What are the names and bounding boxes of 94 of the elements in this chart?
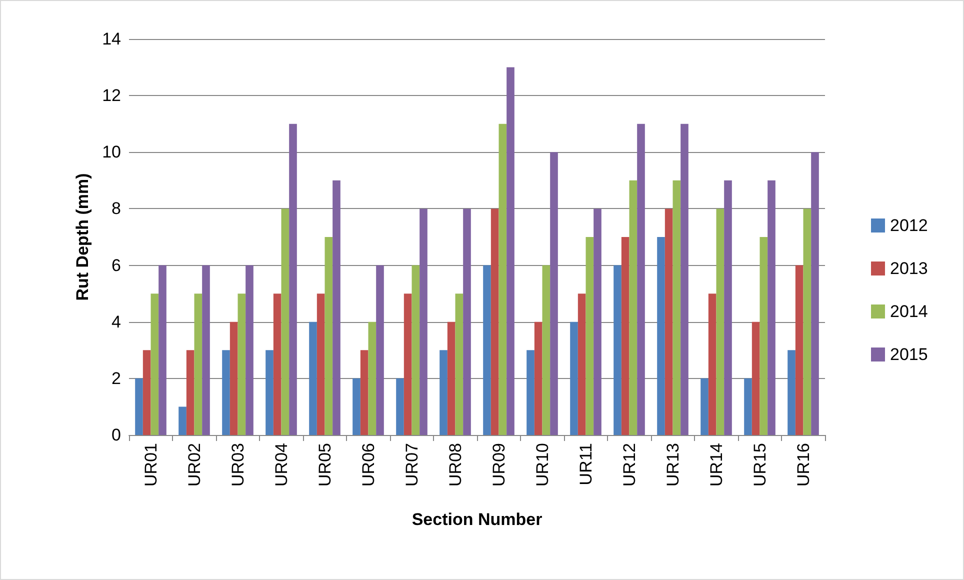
bar [447,322,456,435]
bar [483,265,491,435]
x-tick-label: UR06 [358,443,378,486]
x-axis-title: Section Number [412,510,543,529]
bar [273,294,282,435]
y-tick-label: 6 [112,256,121,275]
bar [803,208,812,435]
x-tick-label: UR12 [620,443,639,486]
bar [368,322,376,435]
bar [542,265,550,435]
x-tick-label: UR03 [228,443,248,486]
bar [657,237,665,435]
bar [222,350,230,435]
bar [440,350,448,435]
bar [266,350,274,435]
bar [708,294,716,435]
y-tick-label: 12 [102,86,121,106]
bar [281,208,290,435]
y-tick-label: 8 [112,199,121,218]
bar [490,208,499,435]
bar [724,180,732,435]
bar [360,350,368,435]
bar [752,322,760,435]
bar [135,378,143,435]
x-tick-label: UR11 [576,443,596,486]
bar [186,350,194,435]
bar [716,208,724,435]
bar [614,265,622,435]
bar [594,208,602,435]
bar [768,180,776,435]
bar [629,180,638,435]
bar [637,124,645,435]
x-tick-label: UR01 [141,443,160,486]
bar [570,322,578,435]
y-tick-label: 14 [102,30,121,48]
y-tick-label: 2 [112,368,121,388]
bar [158,265,166,435]
bar [178,406,186,435]
bar [396,378,404,435]
y-tick-label: 10 [102,142,121,162]
legend-label: 2014 [890,302,928,321]
bar [506,67,514,435]
y-tick-label: 4 [112,312,121,332]
x-tick-label: UR02 [184,443,204,486]
bar [664,208,673,435]
bar [700,378,708,435]
bar [621,237,630,435]
bar [534,322,542,435]
bar [142,350,151,435]
bar [404,294,412,435]
x-tick-label: UR10 [532,443,552,486]
bar [238,294,246,435]
legend-label: 2012 [890,216,928,235]
bar [289,124,297,435]
bar [150,294,159,435]
bar [498,124,507,435]
bar [455,294,464,435]
bar [194,294,202,435]
bar [463,208,471,435]
bar [246,265,254,435]
bar [760,237,768,435]
bar [316,294,325,435]
bar [202,265,210,435]
bar [788,350,796,435]
x-tick-label: UR05 [315,443,334,486]
x-tick-label: UR07 [402,443,422,486]
bar [578,294,586,435]
bar [309,322,317,435]
bar [811,152,819,435]
bar [550,152,558,435]
y-tick-label: 0 [112,426,121,444]
bar [324,237,333,435]
bar [352,378,360,435]
y-axis-title: Rut Depth (mm) [73,173,92,301]
legend-label: 2015 [890,345,928,364]
x-tick-label: UR15 [750,443,770,486]
bar [672,180,681,435]
bar [230,322,238,435]
x-tick-label: UR04 [272,443,291,486]
legend-label: 2013 [890,259,928,278]
x-tick-label: UR09 [489,443,508,486]
bar [332,180,340,435]
bar [680,124,688,435]
bar [420,208,428,435]
bar [586,237,594,435]
bar [795,265,804,435]
bar [744,378,752,435]
x-tick-label: UR13 [663,443,682,486]
x-tick-label: UR14 [706,443,726,486]
x-tick-label: UR08 [446,443,465,486]
bar [526,350,534,435]
bar [412,265,420,435]
x-tick-label: UR16 [794,443,813,486]
bar [376,265,384,435]
